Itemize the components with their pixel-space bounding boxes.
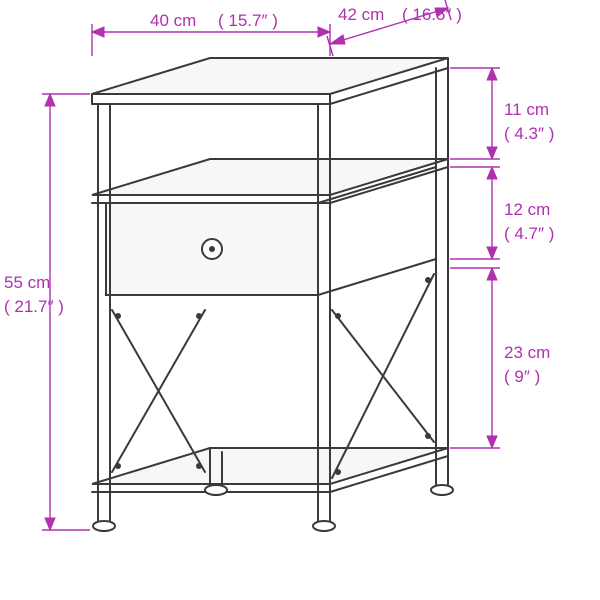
nightstand-drawing <box>92 58 453 531</box>
dim-depth-cm: 42 cm <box>338 5 384 24</box>
dim-width-in: ( 15.7″ ) <box>218 11 278 30</box>
dim-drawer-cm: 12 cm <box>504 200 550 219</box>
dim-width <box>92 24 330 56</box>
dim-lower <box>450 268 500 448</box>
dim-lower-cm: 23 cm <box>504 343 550 362</box>
dim-lower-in: ( 9″ ) <box>504 367 540 386</box>
dim-drawer-in: ( 4.7″ ) <box>504 224 554 243</box>
dim-shelf-gap <box>450 68 500 159</box>
dimension-diagram: 40 cm ( 15.7″ ) 42 cm ( 16.5″ ) 55 cm ( … <box>0 0 600 600</box>
dim-height-in: ( 21.7″ ) <box>4 297 64 316</box>
dim-height-cm: 55 cm <box>4 273 50 292</box>
dim-drawer <box>450 167 500 259</box>
dim-shelf-cm: 11 cm <box>504 100 549 119</box>
dim-shelf-in: ( 4.3″ ) <box>504 124 554 143</box>
dim-depth-in: ( 16.5″ ) <box>402 5 462 24</box>
x-brace-left <box>112 310 205 472</box>
dim-width-cm: 40 cm <box>150 11 196 30</box>
